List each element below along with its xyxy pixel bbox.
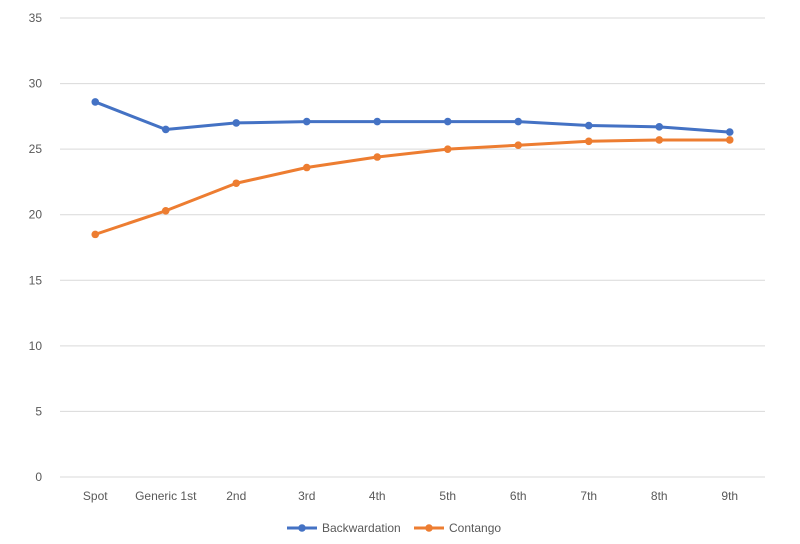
series-contango (91, 136, 734, 239)
data-point (91, 230, 100, 239)
y-tick-label: 25 (29, 142, 43, 156)
data-point (302, 117, 311, 126)
data-point (655, 123, 664, 131)
data-point (302, 163, 311, 172)
data-point (584, 121, 593, 130)
x-tick-label: 2nd (226, 489, 246, 503)
legend-label: Backwardation (322, 521, 401, 535)
data-point (232, 179, 241, 188)
legend-marker (425, 524, 433, 532)
series-line-contango (93, 138, 732, 236)
data-point (161, 206, 170, 215)
y-tick-label: 15 (29, 273, 43, 287)
data-point (443, 145, 452, 153)
y-tick-label: 30 (29, 77, 43, 91)
gridlines (60, 17, 765, 478)
data-point (161, 125, 170, 134)
y-tick-label: 35 (29, 11, 43, 25)
legend: Backwardation Contango (287, 521, 501, 535)
x-tick-label: 9th (721, 489, 738, 503)
legend-item-backwardation: Backwardation (287, 521, 401, 535)
x-axis-tick-labels: Spot Generic 1st 2nd 3rd 4th 5th 6th 7th 8th 9th (83, 489, 738, 503)
x-tick-label: 6th (510, 489, 527, 503)
data-point (584, 137, 593, 146)
y-tick-label: 5 (35, 404, 42, 418)
y-tick-label: 20 (29, 208, 43, 222)
data-point (725, 136, 734, 144)
y-axis-tick-labels: 0 5 10 15 20 25 30 35 (29, 11, 43, 484)
data-point (443, 117, 452, 126)
y-tick-label: 0 (35, 470, 42, 484)
legend-item-contango: Contango (414, 521, 501, 535)
data-point (514, 117, 523, 126)
x-tick-label: 3rd (298, 489, 315, 503)
series-backwardation (91, 98, 734, 136)
legend-label: Contango (449, 521, 501, 535)
series-lines (91, 98, 734, 239)
data-point (91, 98, 100, 106)
data-point (655, 136, 664, 144)
x-tick-label: Spot (83, 489, 108, 503)
x-tick-label: 4th (369, 489, 386, 503)
data-point (725, 128, 734, 136)
data-point (232, 119, 241, 127)
x-tick-label: 5th (439, 489, 456, 503)
data-point (514, 141, 523, 150)
data-point (373, 153, 382, 161)
y-tick-label: 10 (29, 339, 43, 353)
x-tick-label: 8th (651, 489, 668, 503)
x-tick-label: Generic 1st (135, 489, 197, 503)
legend-marker (298, 524, 306, 532)
data-point (373, 117, 382, 126)
series-line-backwardation (93, 100, 732, 134)
x-tick-label: 7th (580, 489, 597, 503)
